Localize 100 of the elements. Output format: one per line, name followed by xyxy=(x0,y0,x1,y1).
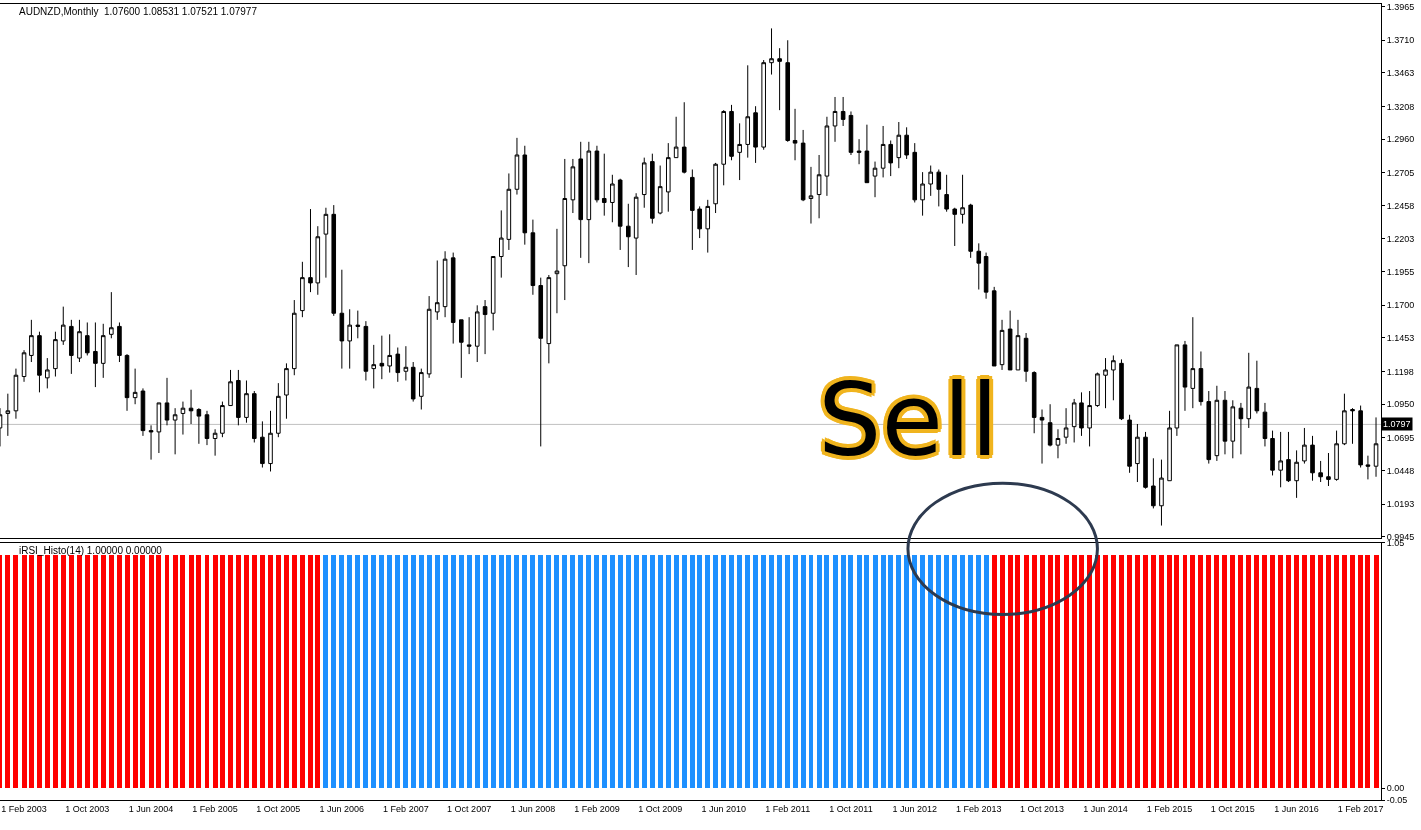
candlestick xyxy=(800,129,806,202)
candlestick xyxy=(363,320,369,381)
candlestick xyxy=(626,203,631,268)
candlestick xyxy=(180,401,186,436)
y-tick-label: -0.05 xyxy=(1386,795,1408,806)
x-tick-label: 1 Oct 2005 xyxy=(256,803,301,814)
candlestick xyxy=(610,174,615,223)
candlestick xyxy=(633,192,639,276)
candlestick xyxy=(1111,354,1116,401)
y-tick-label: 1.1198 xyxy=(1386,366,1414,377)
candlestick xyxy=(1206,390,1212,465)
candlestick xyxy=(276,382,281,438)
candlestick xyxy=(1135,423,1140,483)
candlestick xyxy=(220,401,225,438)
x-tick-label: 1 Jun 2004 xyxy=(128,803,174,814)
candlestick xyxy=(769,27,774,76)
candlestick xyxy=(1015,319,1021,371)
candlestick xyxy=(777,47,782,111)
candlestick xyxy=(936,169,942,207)
candlestick xyxy=(1039,409,1045,465)
candlestick xyxy=(880,125,886,178)
candlestick xyxy=(562,158,568,301)
candlestick xyxy=(387,333,392,374)
y-tick-label: 1.3965 xyxy=(1386,1,1415,12)
candlestick xyxy=(498,209,504,279)
candlestick xyxy=(705,199,711,254)
candlestick xyxy=(1063,407,1069,445)
candlestick xyxy=(952,207,958,247)
candlestick xyxy=(1214,385,1220,462)
candlestick xyxy=(1373,416,1379,478)
x-tick-label: 1 Oct 2015 xyxy=(1210,803,1255,814)
candlestick xyxy=(729,104,734,161)
candlestick xyxy=(1334,430,1339,482)
x-tick-label: 1 Feb 2013 xyxy=(956,803,1002,814)
y-tick-label: 1.2458 xyxy=(1386,200,1415,211)
candlestick xyxy=(999,319,1005,371)
ref-line-label: 1.0797 xyxy=(1383,419,1411,429)
y-tick-label: 1.2203 xyxy=(1386,234,1415,245)
candlestick xyxy=(737,122,742,181)
candlestick xyxy=(228,369,233,407)
candlestick xyxy=(920,171,925,217)
candlestick xyxy=(753,105,758,164)
candlestick xyxy=(347,308,352,370)
candlestick xyxy=(148,424,154,461)
candlestick xyxy=(538,277,544,447)
candlestick xyxy=(13,368,19,420)
candlestick xyxy=(650,153,655,225)
candlestick xyxy=(204,410,210,446)
candlestick xyxy=(172,407,178,455)
candlestick xyxy=(578,141,584,259)
y-tick-label: 1.2705 xyxy=(1386,167,1415,178)
candlestick xyxy=(681,101,687,174)
candlestick xyxy=(530,219,536,296)
candlestick xyxy=(53,331,58,378)
candlestick xyxy=(1007,310,1013,371)
chart-title: AUDNZD,Monthly 1.07600 1.08531 1.07521 1.07977 xyxy=(19,6,258,17)
candlestick xyxy=(403,345,409,381)
candlestick xyxy=(617,178,623,251)
candlestick xyxy=(1127,414,1132,474)
candlestick xyxy=(1350,407,1355,445)
x-tick-label: 1 Feb 2005 xyxy=(192,803,238,814)
candlestick xyxy=(395,347,401,383)
candlestick xyxy=(426,295,432,379)
candlestick xyxy=(1270,430,1275,476)
candlestick xyxy=(29,319,34,363)
candlestick xyxy=(745,64,751,159)
candlestick xyxy=(570,158,576,214)
candlestick xyxy=(1326,452,1331,487)
candlestick xyxy=(5,393,11,437)
candlestick xyxy=(1079,391,1084,437)
candlestick xyxy=(379,335,385,380)
candlestick xyxy=(1358,405,1363,469)
x-tick-label: 1 Feb 2017 xyxy=(1337,803,1384,814)
candlestick xyxy=(522,145,528,246)
candlestick xyxy=(109,291,114,339)
candlestick xyxy=(124,353,130,412)
candlestick xyxy=(69,319,74,375)
candlestick xyxy=(37,331,42,393)
y-tick-label: 1.1700 xyxy=(1386,300,1415,311)
candlestick xyxy=(1365,455,1371,480)
x-tick-label: 1 Jun 2016 xyxy=(1274,803,1319,814)
y-tick-label: 1.1955 xyxy=(1386,266,1415,277)
candlestick xyxy=(665,142,671,213)
candlestick xyxy=(355,310,361,339)
x-tick-label: 1 Jun 2014 xyxy=(1083,803,1128,814)
candlestick xyxy=(164,377,170,426)
candlestick xyxy=(419,368,424,410)
candlestick xyxy=(864,124,870,184)
candlestick xyxy=(1198,350,1204,407)
candlestick xyxy=(991,286,997,367)
x-tick-label: 1 Oct 2009 xyxy=(638,803,683,814)
candlestick xyxy=(482,299,488,355)
y-tick-label: 1.0950 xyxy=(1386,399,1415,410)
candlestick xyxy=(1143,431,1148,490)
candlestick xyxy=(1182,340,1188,412)
candlestick xyxy=(410,361,416,403)
y-tick-label: 1.1453 xyxy=(1386,333,1415,344)
candlestick xyxy=(832,96,838,143)
candlestick xyxy=(1246,352,1252,429)
x-tick-label: 1 Feb 2011 xyxy=(765,803,811,814)
